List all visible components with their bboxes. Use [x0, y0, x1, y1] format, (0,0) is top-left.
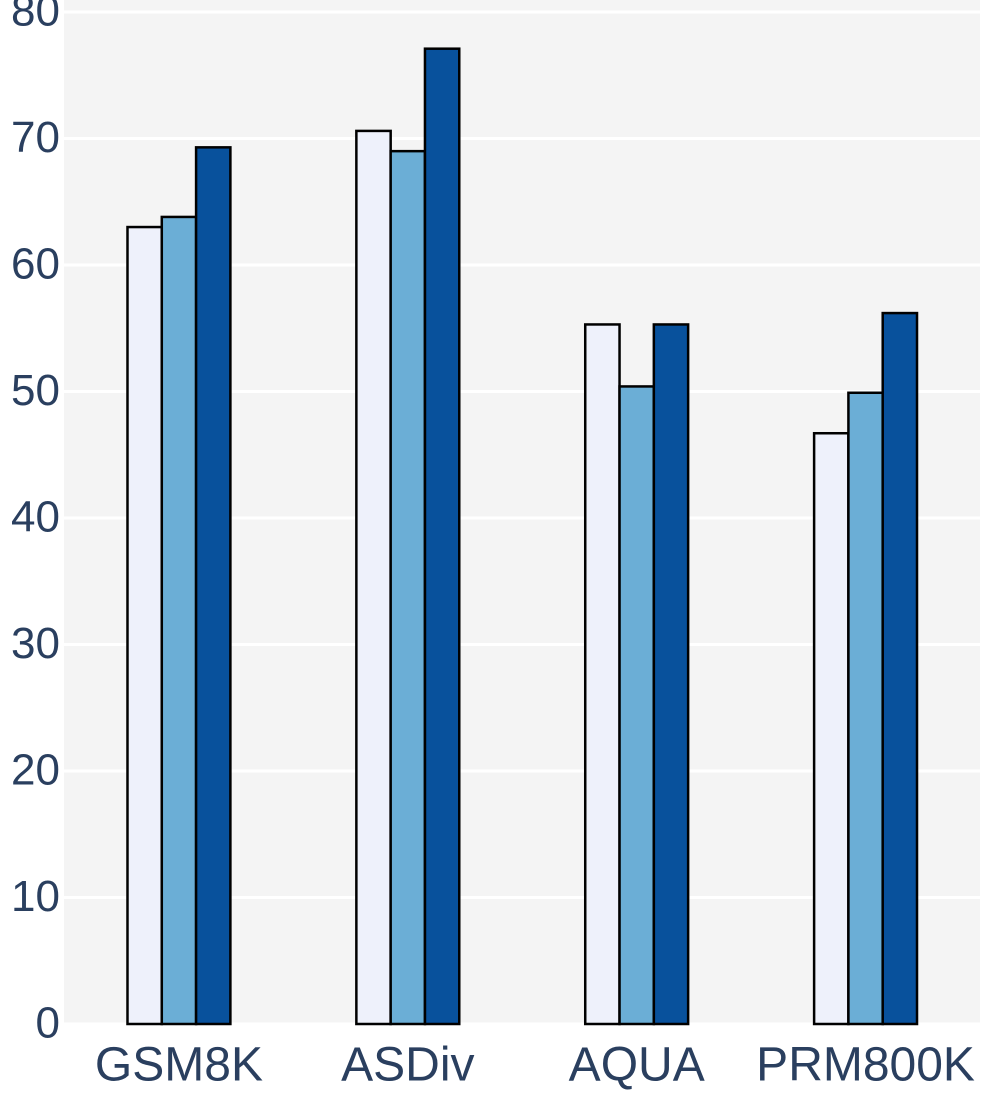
bar	[355, 129, 392, 1026]
x-tick-label: GSM8K	[95, 1039, 263, 1092]
bar	[194, 146, 232, 1026]
bar	[389, 149, 427, 1026]
bar	[583, 323, 621, 1026]
bar	[652, 323, 690, 1026]
bar	[618, 385, 656, 1026]
bar	[160, 215, 198, 1026]
y-tick-label: 70	[11, 113, 60, 162]
y-tick-label: 0	[36, 999, 60, 1048]
bar	[126, 225, 164, 1026]
bar	[812, 431, 850, 1026]
y-tick-label: 30	[11, 619, 60, 668]
x-tick-label: PRM800K	[756, 1039, 975, 1092]
bar	[881, 311, 919, 1026]
y-tick-label: 20	[11, 746, 60, 795]
y-tick-label: 80	[11, 0, 60, 36]
x-tick-label: ASDiv	[341, 1039, 474, 1092]
y-tick-label: 60	[11, 240, 60, 289]
y-tick-label: 10	[11, 872, 60, 921]
x-tick-label: AQUA	[569, 1039, 705, 1092]
bar	[423, 47, 461, 1026]
y-tick-label: 40	[11, 493, 60, 542]
bar	[847, 391, 884, 1026]
y-tick-label: 50	[11, 366, 60, 415]
